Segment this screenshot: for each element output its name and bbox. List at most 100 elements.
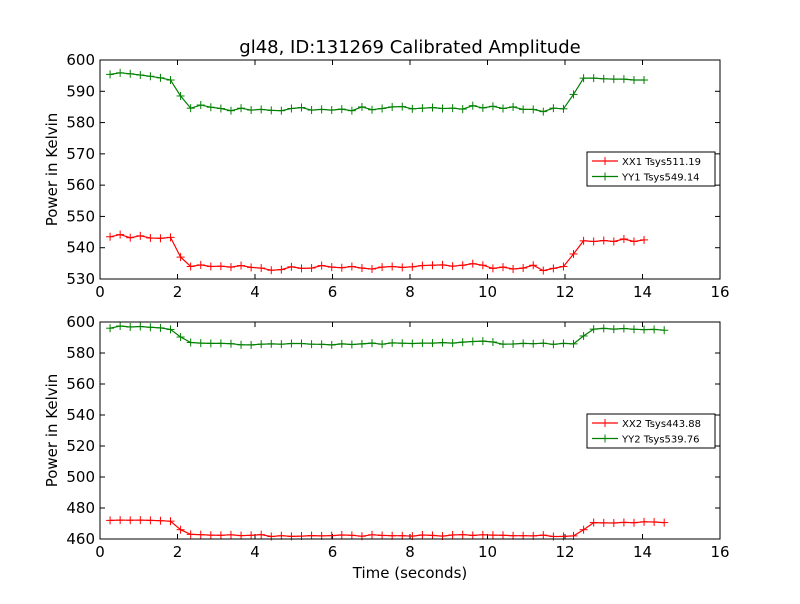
data-point bbox=[267, 266, 276, 275]
data-point bbox=[297, 264, 306, 273]
data-point bbox=[509, 264, 518, 273]
data-point bbox=[398, 339, 407, 348]
data-point bbox=[448, 104, 457, 113]
x-tick-label: 0 bbox=[95, 283, 105, 301]
data-point bbox=[660, 518, 669, 527]
data-point bbox=[166, 325, 175, 334]
data-point bbox=[640, 235, 649, 244]
data-point bbox=[569, 339, 578, 348]
data-point bbox=[388, 262, 397, 271]
data-point bbox=[629, 518, 638, 527]
data-point bbox=[176, 525, 185, 534]
data-point bbox=[297, 339, 306, 348]
data-point bbox=[438, 260, 447, 269]
data-point bbox=[529, 339, 538, 348]
data-point bbox=[146, 234, 155, 243]
data-point bbox=[438, 338, 447, 347]
data-point bbox=[629, 325, 638, 334]
data-point bbox=[357, 339, 366, 348]
data-point bbox=[650, 325, 659, 334]
data-point bbox=[499, 263, 507, 272]
data-point bbox=[609, 237, 618, 246]
data-point bbox=[398, 102, 407, 111]
data-point bbox=[327, 106, 336, 115]
data-point bbox=[509, 102, 518, 111]
data-point bbox=[287, 339, 296, 348]
y-tick-label: 530 bbox=[66, 270, 95, 288]
data-point bbox=[488, 102, 497, 111]
data-point bbox=[458, 261, 467, 270]
data-point bbox=[368, 105, 377, 114]
data-point bbox=[317, 261, 326, 270]
x-tick-label: 12 bbox=[555, 543, 574, 561]
data-point bbox=[478, 530, 487, 539]
data-point bbox=[267, 339, 276, 348]
data-point bbox=[337, 339, 346, 348]
data-point bbox=[337, 105, 346, 114]
data-point bbox=[468, 337, 477, 346]
data-point bbox=[257, 264, 266, 273]
data-point bbox=[418, 261, 427, 270]
data-point bbox=[509, 531, 518, 540]
data-point bbox=[116, 68, 125, 77]
data-point bbox=[468, 531, 477, 540]
x-tick-label: 4 bbox=[250, 543, 260, 561]
data-point bbox=[438, 104, 447, 113]
data-point bbox=[357, 102, 366, 111]
x-tick-label: 14 bbox=[633, 543, 652, 561]
data-point bbox=[368, 339, 377, 348]
data-point bbox=[216, 262, 225, 271]
data-point bbox=[589, 237, 598, 246]
data-point bbox=[216, 104, 225, 113]
y-tick-label: 580 bbox=[66, 344, 95, 362]
data-point bbox=[237, 340, 246, 349]
y-tick-label: 600 bbox=[66, 51, 95, 69]
bottom-chart-panel: 0 2 4 6 8 10 12 14 16 460 480 500 520 540 560 580 600 XX2… bbox=[66, 313, 729, 561]
data-point bbox=[126, 69, 135, 78]
data-point bbox=[428, 261, 437, 270]
data-point bbox=[428, 531, 437, 540]
data-point bbox=[277, 531, 286, 540]
data-point bbox=[176, 253, 185, 262]
data-point bbox=[499, 340, 507, 349]
data-point bbox=[156, 234, 165, 243]
data-point bbox=[216, 339, 225, 348]
x-tick-label: 6 bbox=[328, 283, 338, 301]
data-point bbox=[136, 71, 145, 80]
data-point bbox=[428, 339, 437, 348]
chart-title: gl48, ID:131269 Calibrated Amplitude bbox=[239, 37, 580, 58]
data-point bbox=[378, 531, 387, 540]
data-point bbox=[287, 104, 296, 113]
data-point bbox=[529, 261, 538, 270]
y-tick-label: 500 bbox=[66, 468, 95, 486]
data-point bbox=[357, 264, 366, 273]
data-point bbox=[226, 263, 235, 272]
data-point bbox=[660, 326, 669, 335]
legend: XX1 Tsys511.19 YY1 Tsys549.14 bbox=[586, 151, 716, 187]
data-point bbox=[398, 531, 407, 540]
data-point bbox=[196, 101, 205, 110]
data-point bbox=[539, 531, 548, 540]
data-point bbox=[488, 531, 497, 540]
data-point bbox=[287, 262, 296, 271]
data-point bbox=[589, 325, 598, 334]
data-point bbox=[176, 91, 185, 100]
data-point bbox=[640, 325, 649, 334]
data-point bbox=[257, 530, 266, 539]
data-point bbox=[206, 262, 215, 271]
data-point bbox=[347, 262, 356, 271]
data-point bbox=[609, 325, 618, 334]
data-point bbox=[156, 516, 165, 525]
data-point bbox=[368, 530, 377, 539]
data-point bbox=[599, 518, 608, 527]
data-point bbox=[458, 530, 467, 539]
data-point bbox=[619, 324, 628, 333]
data-point bbox=[428, 103, 437, 112]
legend-label: XX2 Tsys443.88 bbox=[622, 419, 701, 430]
data-point bbox=[549, 340, 558, 349]
data-point bbox=[277, 265, 286, 274]
bottom-y-axis-label: Power in Kelvin bbox=[43, 374, 61, 488]
y-tick-label: 600 bbox=[66, 313, 95, 331]
data-point bbox=[559, 262, 568, 271]
x-tick-label: 10 bbox=[478, 283, 497, 301]
